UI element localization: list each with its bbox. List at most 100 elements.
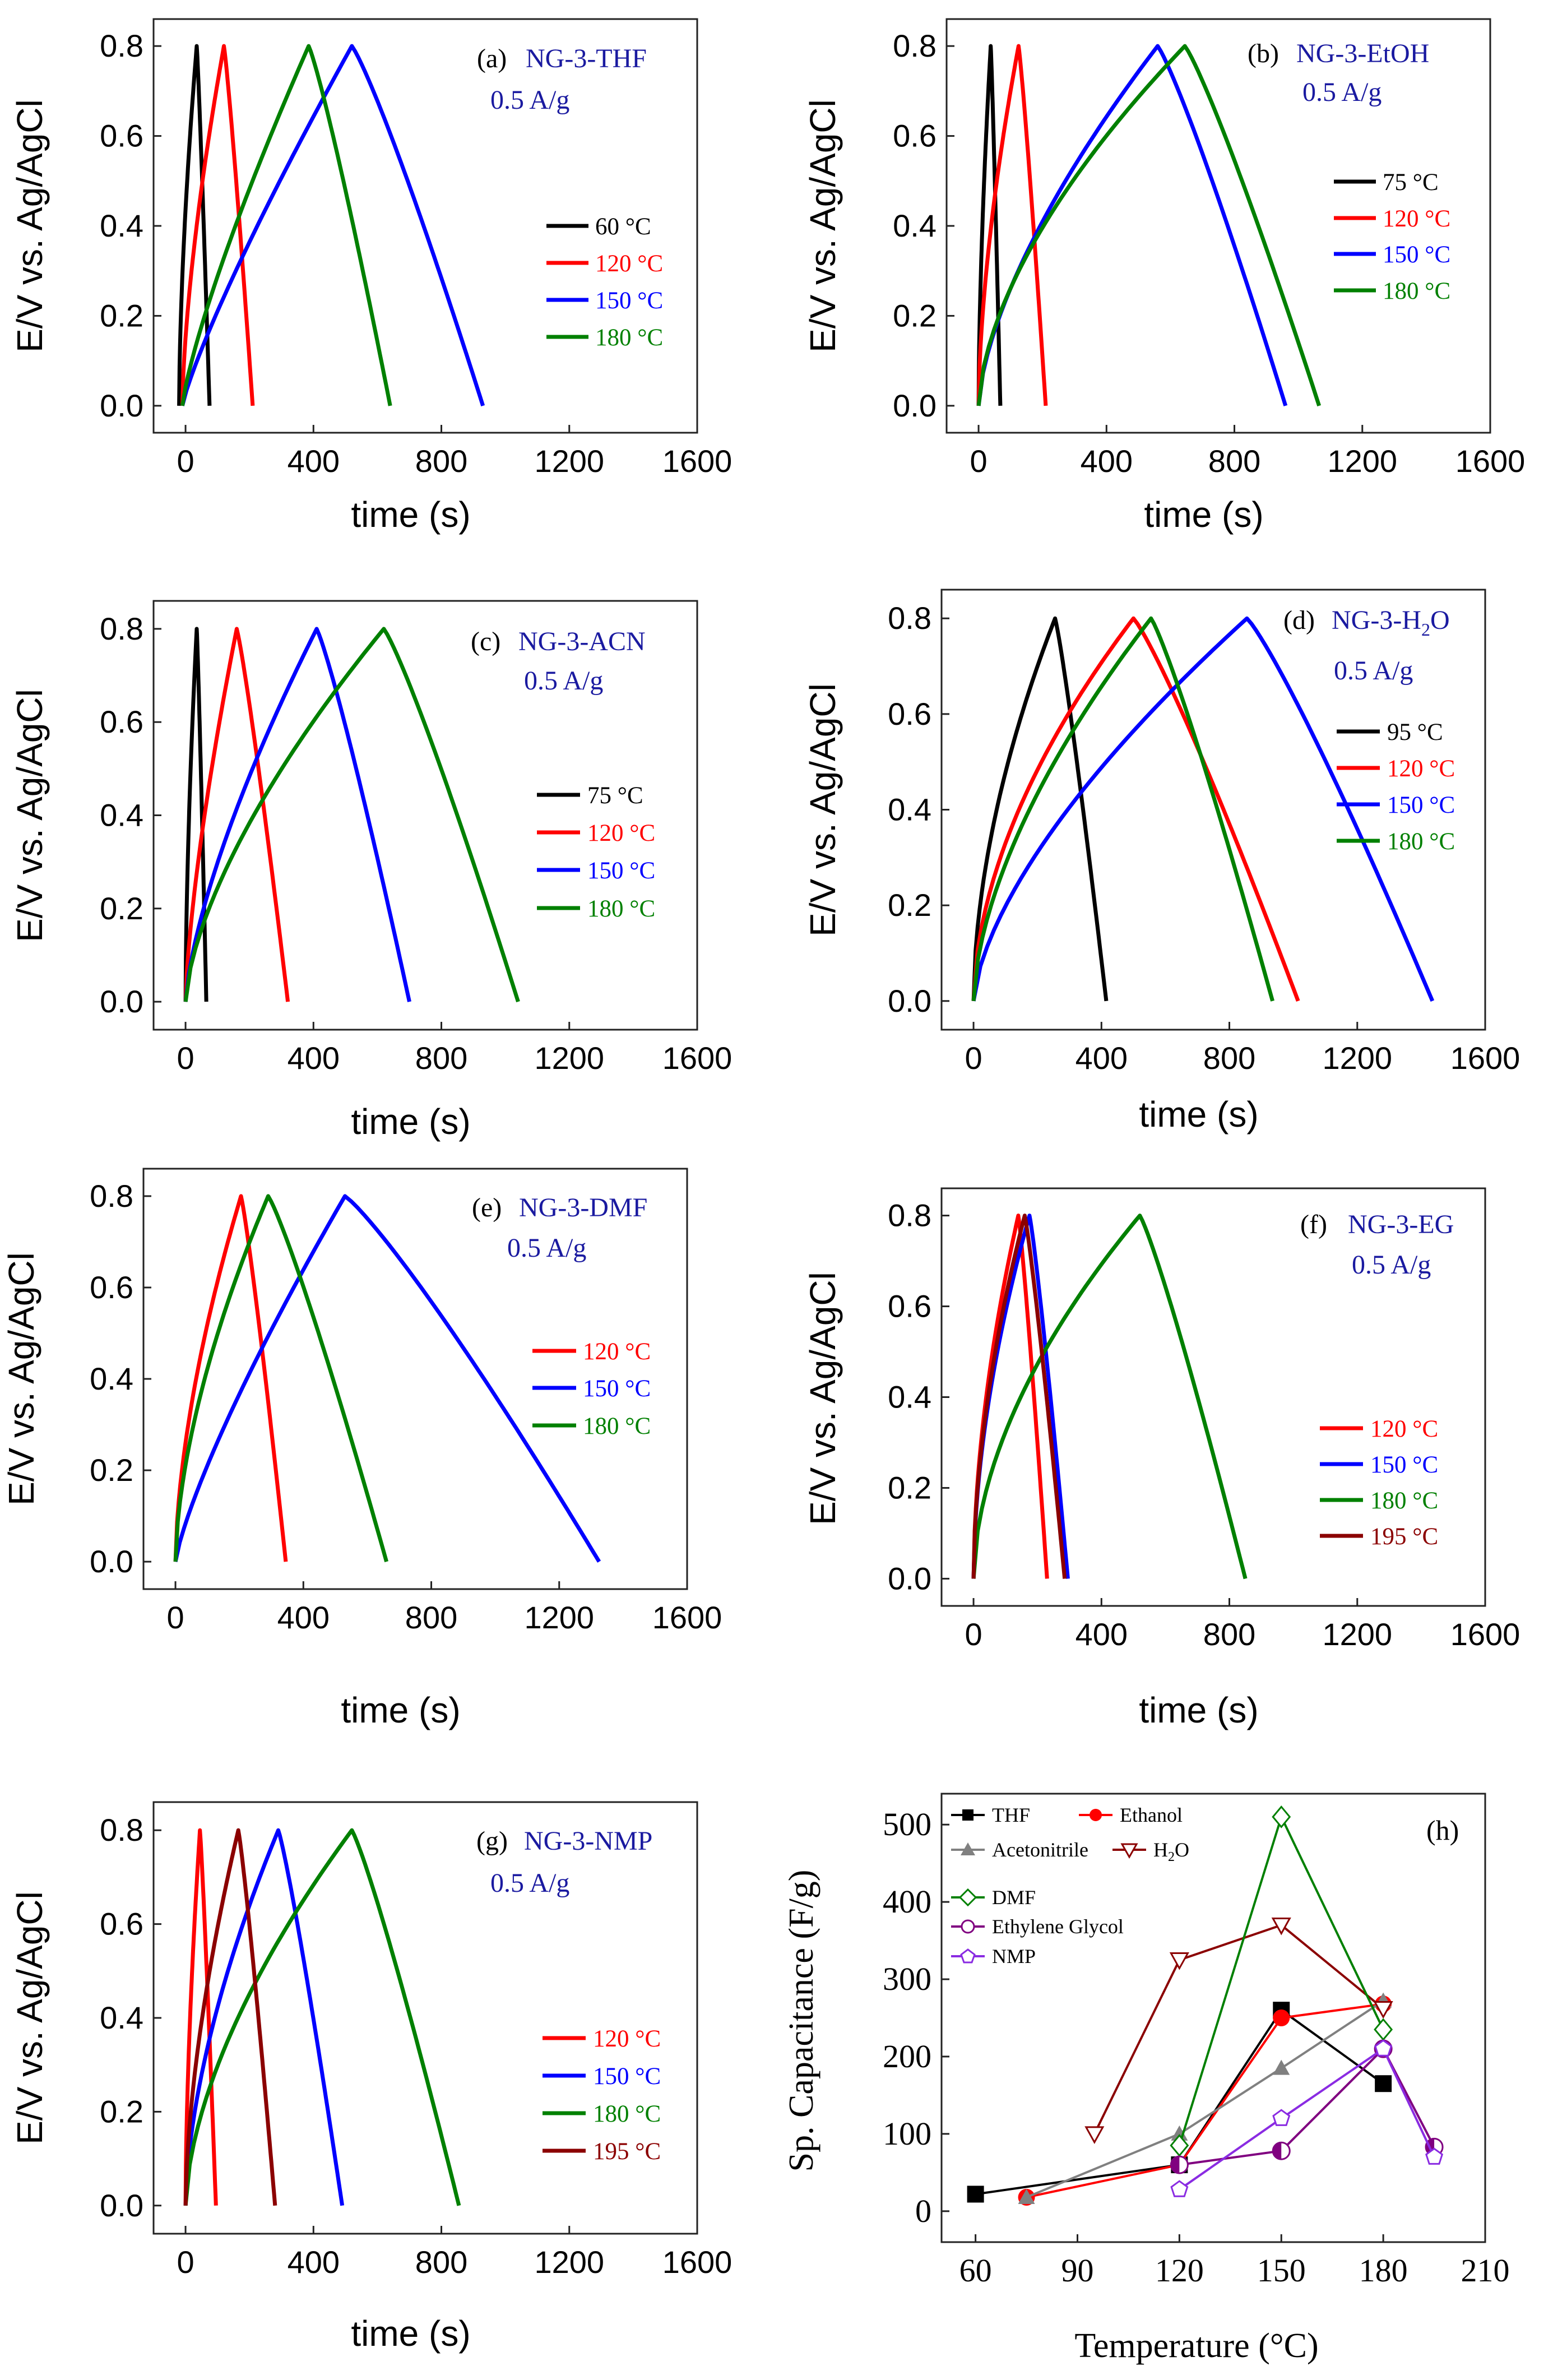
- y-tick-label: 0.8: [100, 28, 143, 63]
- gcd-curve: [173, 1194, 288, 1562]
- x-tick-label: 0: [965, 1617, 982, 1652]
- x-axis-label: time (s): [341, 1690, 460, 1730]
- y-tick-label: 0.2: [90, 1452, 133, 1488]
- x-tick-label: 180: [1359, 2252, 1408, 2289]
- gcd-curve: [971, 616, 1274, 1002]
- data-point: [1170, 2180, 1189, 2197]
- y-axis-label: E/V vs. Ag/AgCl: [803, 1272, 843, 1525]
- legend-marker: [962, 1809, 973, 1821]
- legend-label: 150 °C: [1383, 242, 1450, 268]
- legend-marker: [1090, 1809, 1102, 1821]
- x-tick-label: 120: [1155, 2252, 1204, 2289]
- gcd-curve: [173, 1194, 388, 1563]
- data-point: [1018, 2189, 1035, 2204]
- axis-ticks: 0 400 800 1200 1600 0.0 0.2 0.4 0.6 0.8: [100, 1812, 732, 2280]
- sample-name: NG-3-DMF: [519, 1193, 647, 1223]
- y-tick-label: 0.4: [888, 792, 931, 827]
- legend: 120 °C 150 °C 180 °C: [532, 1339, 651, 1439]
- legend-label: 180 °C: [1387, 828, 1455, 855]
- x-tick-label: 1600: [1450, 1617, 1520, 1652]
- legend-marker: [960, 1948, 976, 1964]
- panel-h: 60 90 120 150 180 210 0 100 200 300 400 500 Sp. Cap…: [782, 1793, 1510, 2365]
- legend-label: 150 °C: [1370, 1452, 1438, 1478]
- panel-label: (f): [1300, 1210, 1327, 1239]
- x-tick-label: 0: [970, 443, 987, 479]
- y-tick-label: 0.8: [100, 611, 143, 646]
- sample-name-subscript: 2: [1421, 619, 1430, 640]
- x-tick-label: 400: [277, 1600, 330, 1635]
- curves: [971, 616, 1435, 1002]
- legend-label: THF: [992, 1804, 1030, 1826]
- current-density: 0.5 A/g: [490, 1868, 569, 1898]
- legend-label: 150 °C: [1387, 792, 1455, 818]
- sample-name: NG-3-NMP: [524, 1826, 652, 1856]
- y-tick-label: 0.6: [100, 704, 143, 739]
- y-axis-label: E/V vs. Ag/AgCl: [803, 99, 843, 353]
- x-tick-label: 1600: [662, 443, 733, 479]
- legend-label: 150 °C: [583, 1376, 651, 1402]
- y-tick-label: 0.8: [100, 1812, 143, 1847]
- panel-label: (b): [1248, 39, 1279, 68]
- legend-label: 195 °C: [593, 2138, 661, 2165]
- data-point: [1273, 2009, 1290, 2026]
- data-point: [1375, 2075, 1392, 2092]
- y-tick-label: 0.6: [100, 118, 143, 154]
- x-tick-label: 800: [1208, 443, 1260, 479]
- y-tick-label: 0.8: [888, 1198, 931, 1233]
- x-tick-label: 400: [1081, 443, 1133, 479]
- y-tick-label: 0.2: [100, 298, 143, 333]
- data-point: [1169, 1952, 1189, 1970]
- data-point: [1272, 2109, 1291, 2126]
- legend: 120 °C 150 °C 180 °C 195 °C: [1320, 1416, 1438, 1550]
- gcd-curve: [971, 1214, 1049, 1579]
- gcd-curve: [183, 627, 208, 1002]
- x-tick-label: 1600: [662, 1040, 733, 1076]
- legend-label: 75 °C: [1383, 169, 1439, 196]
- x-tick-label: 800: [1203, 1040, 1255, 1076]
- gcd-curve: [180, 44, 485, 406]
- gcd-curve: [976, 44, 1048, 406]
- y-tick-label: 0.4: [888, 1379, 931, 1415]
- data-point: [1374, 2018, 1393, 2041]
- x-tick-label: 1600: [662, 2244, 733, 2280]
- x-tick-label: 0: [177, 1040, 194, 1076]
- x-tick-label: 210: [1461, 2252, 1510, 2289]
- legend-label: 180 °C: [587, 896, 655, 922]
- gcd-curve: [183, 627, 520, 1003]
- sample-name-text: NG-3-H: [1332, 605, 1421, 635]
- y-tick-label: 0.4: [90, 1361, 133, 1396]
- curves: [967, 1805, 1444, 2206]
- legend-label: 75 °C: [587, 782, 643, 809]
- capacitance-line: [1179, 2046, 1435, 2166]
- curves: [976, 44, 1322, 406]
- x-axis-label: time (s): [1139, 1690, 1258, 1730]
- current-density: 0.5 A/g: [1302, 77, 1382, 107]
- panel-label: (g): [476, 1826, 508, 1856]
- legend-marker: [961, 1842, 975, 1855]
- x-tick-label: 1200: [524, 1600, 594, 1635]
- x-tick-label: 400: [1075, 1617, 1128, 1652]
- y-axis-label: E/V vs. Ag/AgCl: [10, 1891, 50, 2145]
- axis-ticks: 0 400 800 1200 1600 0.0 0.2 0.4 0.6 0.8: [90, 1178, 722, 1635]
- data-point: [1374, 2039, 1393, 2057]
- x-tick-label: 800: [415, 1040, 467, 1076]
- gcd-curve: [183, 1828, 345, 2206]
- plot-frame: [152, 1801, 698, 2235]
- x-tick-label: 400: [288, 1040, 340, 1076]
- gcd-curve: [971, 1214, 1248, 1580]
- y-tick-label: 0.4: [100, 2000, 143, 2035]
- data-point: [1171, 2125, 1188, 2141]
- axis-ticks: 0 400 800 1200 1600 0.0 0.2 0.4 0.6 0.8: [100, 611, 732, 1076]
- y-tick-label: 0.0: [90, 1544, 133, 1579]
- y-tick-label: 0.4: [893, 208, 937, 243]
- axis-ticks: 0 400 800 1200 1600 0.0 0.2 0.4 0.6 0.8: [100, 28, 732, 479]
- legend-label: 195 °C: [1370, 1524, 1438, 1550]
- y-axis-label: E/V vs. Ag/AgCl: [1, 1252, 41, 1506]
- y-tick-label: 0.2: [888, 887, 931, 923]
- legend-label: 150 °C: [595, 288, 663, 314]
- curves: [177, 44, 485, 406]
- x-axis-label: Temperature (°C): [1074, 2327, 1318, 2365]
- legend: 75 °C 120 °C 150 °C 180 °C: [537, 782, 655, 922]
- data-point: [1271, 1917, 1291, 1936]
- gcd-curve: [173, 1194, 601, 1563]
